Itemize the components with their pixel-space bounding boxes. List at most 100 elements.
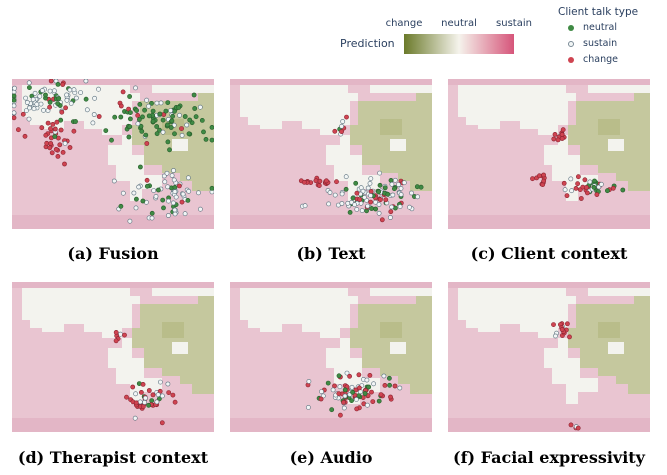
legend-marker-change	[568, 57, 574, 63]
data-point	[50, 151, 54, 155]
data-point	[611, 186, 615, 190]
data-point	[155, 132, 159, 136]
data-point	[173, 212, 177, 216]
data-point	[389, 210, 393, 214]
data-point	[358, 198, 362, 202]
data-point	[334, 180, 338, 184]
data-point	[171, 201, 175, 205]
data-point	[344, 175, 348, 179]
data-point	[155, 124, 159, 128]
data-point	[119, 204, 123, 208]
data-point	[370, 206, 374, 210]
data-point	[390, 182, 394, 186]
data-point	[326, 381, 330, 385]
data-point	[553, 132, 557, 136]
data-point	[173, 400, 177, 404]
data-point	[44, 133, 48, 137]
data-point	[55, 120, 59, 124]
data-point	[133, 86, 137, 90]
data-point	[343, 394, 347, 398]
data-point	[12, 98, 16, 102]
region-bottom-band	[230, 215, 432, 229]
data-point	[200, 118, 204, 122]
data-point	[398, 205, 402, 209]
panel-therapist-context	[12, 282, 214, 432]
region-neutral-notch	[608, 139, 624, 151]
data-point	[114, 330, 118, 334]
data-point	[324, 179, 328, 183]
data-point	[177, 184, 181, 188]
data-point	[145, 98, 149, 102]
data-point	[60, 110, 64, 114]
data-point	[134, 392, 138, 396]
data-point	[128, 219, 132, 223]
data-point	[141, 382, 145, 386]
data-point	[187, 189, 191, 193]
data-point	[355, 207, 359, 211]
legend-label-sustain: sustain	[583, 38, 617, 49]
data-point	[166, 101, 170, 105]
data-point	[396, 183, 400, 187]
data-point	[306, 405, 310, 409]
data-point	[367, 385, 371, 389]
data-point	[556, 138, 560, 142]
data-point	[145, 178, 149, 182]
region-top-band	[448, 282, 650, 288]
data-point	[65, 98, 69, 102]
data-point	[204, 137, 208, 141]
data-point	[201, 130, 205, 134]
data-point	[32, 107, 36, 111]
data-point	[560, 132, 564, 136]
data-point	[169, 109, 173, 113]
data-point	[161, 118, 165, 122]
data-point	[151, 393, 155, 397]
data-point	[355, 191, 359, 195]
data-point	[333, 129, 337, 133]
data-point	[371, 400, 375, 404]
data-point	[160, 394, 164, 398]
data-point	[128, 125, 132, 129]
legend-marker-neutral	[568, 25, 574, 31]
data-point	[383, 383, 387, 387]
data-point	[328, 190, 332, 194]
data-point	[369, 177, 373, 181]
data-point	[53, 134, 57, 138]
legend-item-sustain: sustain	[568, 38, 617, 49]
data-point	[360, 209, 364, 213]
data-point	[369, 390, 373, 394]
data-point	[210, 138, 214, 142]
data-point	[137, 117, 141, 121]
data-point	[180, 133, 184, 137]
data-point	[161, 206, 165, 210]
data-point	[51, 122, 55, 126]
region-bottom-band	[448, 418, 650, 432]
region-sustain-olive-dark	[380, 322, 402, 338]
data-point	[48, 146, 52, 150]
data-point	[93, 96, 97, 100]
data-point	[142, 400, 146, 404]
data-point	[198, 207, 202, 211]
data-point	[41, 108, 45, 112]
region-sustain-olive-dark	[598, 322, 620, 338]
data-point	[159, 101, 163, 105]
data-point	[369, 200, 373, 204]
data-point	[150, 211, 154, 215]
data-point	[79, 91, 83, 95]
data-point	[85, 108, 89, 112]
legend-label-change: change	[583, 54, 618, 65]
data-point	[579, 196, 583, 200]
data-point	[399, 192, 403, 196]
data-point	[145, 141, 149, 145]
data-point	[530, 177, 534, 181]
colorbar-title: Prediction	[340, 37, 395, 50]
data-point	[72, 129, 76, 133]
data-point	[139, 390, 143, 394]
data-point	[74, 96, 78, 100]
data-point	[112, 179, 116, 183]
data-point	[131, 385, 135, 389]
data-point	[49, 141, 53, 145]
data-point	[342, 406, 346, 410]
data-point	[416, 195, 420, 199]
legend-marker-sustain	[568, 41, 574, 47]
legend-item-change: change	[568, 54, 618, 65]
